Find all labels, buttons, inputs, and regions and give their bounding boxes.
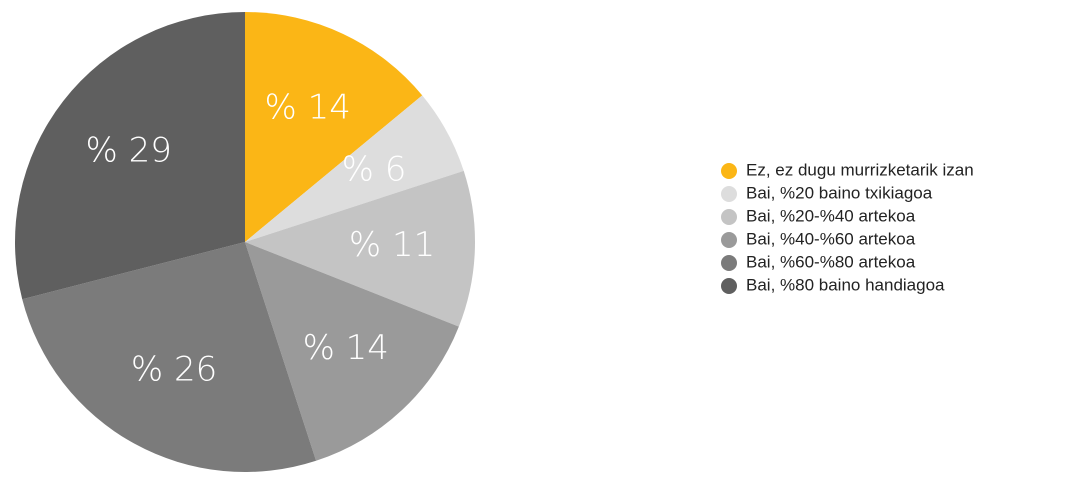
slice-label: % 29 bbox=[85, 130, 171, 170]
legend-swatch bbox=[721, 232, 737, 248]
legend-label: Bai, %20-%40 artekoa bbox=[746, 206, 916, 225]
slice-label: % 14 bbox=[264, 87, 350, 127]
pie-slice bbox=[245, 12, 423, 242]
pie-slice bbox=[22, 242, 317, 472]
pie-slice bbox=[14, 12, 246, 300]
legend-label: Bai, %80 baino handiagoa bbox=[746, 275, 945, 294]
legend-label: Bai, %40-%60 artekoa bbox=[746, 229, 916, 248]
pie-slice bbox=[245, 95, 464, 242]
slice-label: % 11 bbox=[349, 225, 435, 265]
legend-label: Bai, %60-%80 artekoa bbox=[746, 252, 916, 271]
slice-label: % 14 bbox=[303, 328, 389, 368]
legend-swatch bbox=[721, 209, 737, 225]
legend-swatch bbox=[721, 163, 737, 179]
slice-label: % 6 bbox=[342, 150, 407, 190]
pie-slice bbox=[245, 242, 459, 461]
legend-label: Bai, %20 baino txikiagoa bbox=[746, 183, 933, 202]
legend-swatch bbox=[721, 255, 737, 271]
pie-slice bbox=[245, 170, 475, 327]
legend-swatch bbox=[721, 186, 737, 202]
slice-label: % 26 bbox=[131, 349, 217, 389]
legend-swatch bbox=[721, 278, 737, 294]
legend-label: Ez, ez dugu murrizketarik izan bbox=[746, 160, 974, 179]
